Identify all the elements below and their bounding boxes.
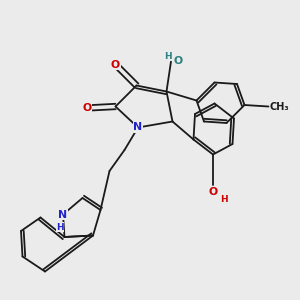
Text: H: H: [164, 52, 172, 61]
Text: CH₃: CH₃: [270, 101, 290, 112]
Text: H: H: [56, 223, 64, 232]
Text: O: O: [174, 56, 183, 67]
Text: O: O: [82, 103, 91, 113]
Text: O: O: [111, 59, 120, 70]
Text: N: N: [134, 122, 142, 133]
Text: H: H: [220, 195, 228, 204]
Text: N: N: [58, 209, 68, 220]
Text: O: O: [208, 187, 217, 197]
